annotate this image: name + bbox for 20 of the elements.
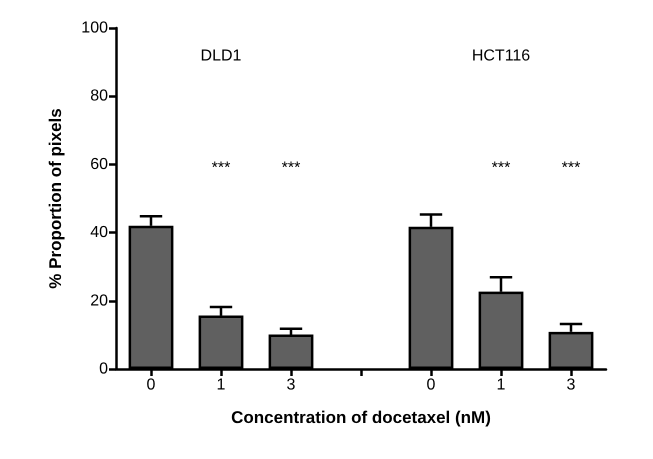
annotation: DLD1 <box>200 48 242 64</box>
x-tick-label: 1 <box>216 376 226 394</box>
y-tick-label: 20 <box>90 292 108 310</box>
annotation: HCT116 <box>472 48 530 64</box>
annotation: *** <box>282 160 300 177</box>
x-tick-label: 3 <box>566 376 576 394</box>
x-tick-label: 0 <box>146 376 156 394</box>
y-axis-title: % Proportion of pixels <box>46 108 65 289</box>
annotation: *** <box>492 160 510 177</box>
annotation: *** <box>562 160 580 177</box>
y-tick-label: 0 <box>99 360 108 378</box>
x-tick-label: 3 <box>286 376 296 394</box>
x-axis-title: Concentration of docetaxel (nM) <box>231 408 491 427</box>
x-tick-label: 0 <box>426 376 436 394</box>
x-tick-label: 1 <box>496 376 506 394</box>
y-tick-label: 80 <box>90 88 108 105</box>
y-tick-label: 60 <box>90 156 108 173</box>
y-tick-label: 100 <box>81 20 108 36</box>
y-tick-label: 40 <box>90 224 108 242</box>
annotation: *** <box>212 160 230 177</box>
